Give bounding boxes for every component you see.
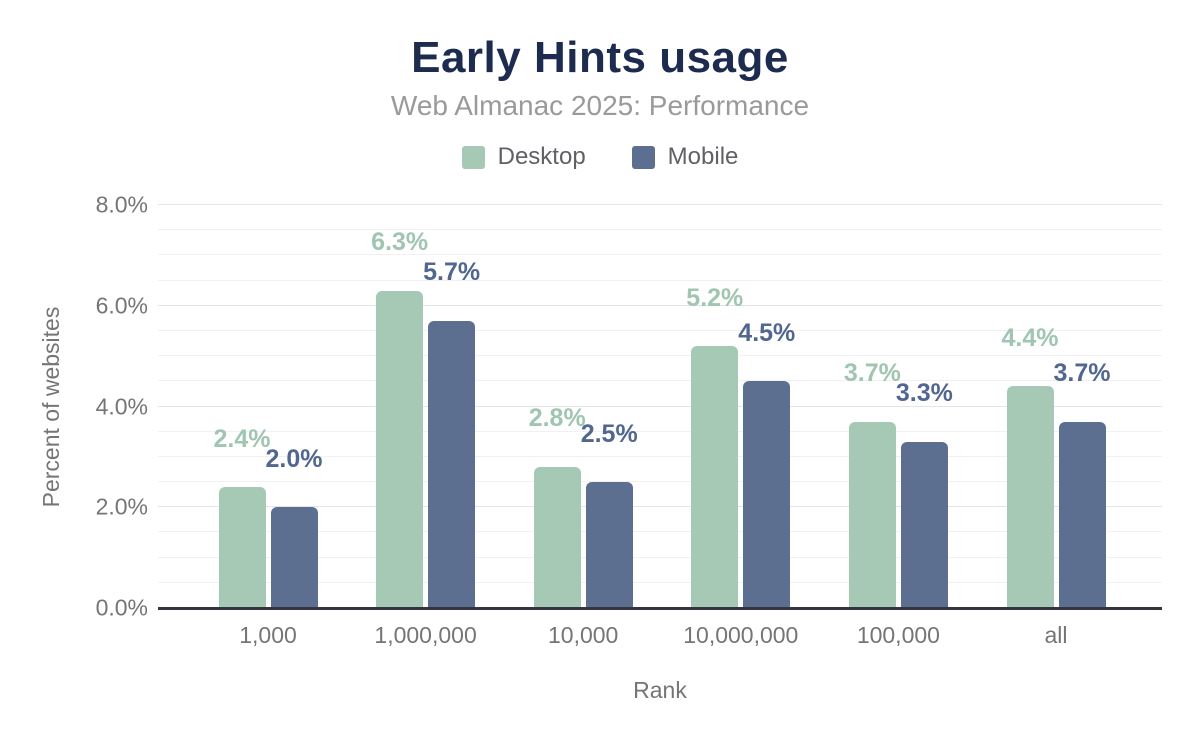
bar-label-mobile-10000: 2.5%: [580, 419, 638, 448]
gridline-minor: [158, 481, 1162, 483]
x-tick-1000: 1,000: [239, 622, 297, 648]
x-tick-all: all: [1044, 622, 1068, 648]
bar-desktop-100000: [848, 421, 896, 608]
x-tick-10000: 10,000: [548, 622, 619, 648]
gridline-major: [158, 506, 1162, 508]
x-axis-line: [158, 607, 1162, 610]
bar-label-desktop-100000: 3.7%: [843, 359, 901, 388]
gridline-minor: [158, 380, 1162, 382]
bar-mobile-100000: [900, 441, 948, 608]
plot-area: 2.4% 2.0% 6.3% 5.7% 2.8% 2.5% 5.2% 4.5% 3.7% 3.3%…: [158, 204, 1162, 610]
legend-swatch-mobile: [631, 145, 655, 169]
bar-label-mobile-1000: 2.0%: [265, 444, 323, 473]
y-tick-0.0%: 0.0%: [95, 594, 148, 621]
bar-desktop-all: [1006, 386, 1054, 608]
legend-label: Mobile: [667, 143, 739, 170]
x-tick-10000000: 10,000,000: [683, 622, 799, 648]
y-tick-8.0%: 8.0%: [95, 191, 148, 218]
legend-item-mobile: Mobile: [631, 143, 739, 171]
gridline-minor: [158, 430, 1162, 432]
gridline-minor: [158, 329, 1162, 331]
gridline-minor: [158, 556, 1162, 558]
y-tick-2.0%: 2.0%: [95, 493, 148, 520]
gridline-major: [158, 405, 1162, 407]
bar-desktop-10000000: [691, 346, 739, 608]
bar-label-desktop-10000000: 5.2%: [686, 283, 744, 312]
bar-mobile-1000000: [428, 320, 476, 608]
chart-subtitle: Web Almanac 2025: Performance: [390, 90, 810, 121]
gridline-minor: [158, 279, 1162, 281]
y-tick-6.0%: 6.0%: [95, 292, 148, 319]
bar-mobile-all: [1058, 421, 1106, 608]
bar-label-mobile-all: 3.7%: [1053, 359, 1111, 388]
bar-label-mobile-10000000: 4.5%: [738, 318, 796, 347]
gridline-minor: [158, 581, 1162, 583]
bar-label-desktop-1000000: 6.3%: [371, 228, 429, 257]
x-tick-100000: 100,000: [856, 622, 940, 648]
bar-label-mobile-1000000: 5.7%: [423, 258, 481, 287]
legend-swatch-desktop: [461, 145, 485, 169]
gridline-major: [158, 304, 1162, 306]
gridline-major: [158, 204, 1162, 205]
bar-label-desktop-all: 4.4%: [1001, 323, 1059, 352]
bar-desktop-1000: [218, 487, 266, 608]
legend-label: Desktop: [497, 143, 586, 170]
gridline-minor: [158, 455, 1162, 457]
bar-desktop-1000000: [376, 290, 424, 608]
x-tick-1000000: 1,000,000: [374, 622, 477, 648]
gridline-minor: [158, 531, 1162, 533]
bar-label-mobile-100000: 3.3%: [895, 379, 953, 408]
gridline-minor: [158, 229, 1162, 231]
gridline-minor: [158, 254, 1162, 256]
chart-title: Early Hints usage: [411, 33, 789, 82]
y-tick-4.0%: 4.0%: [95, 393, 148, 419]
legend: Desktop Mobile: [0, 143, 1200, 171]
bar-label-desktop-10000: 2.8%: [528, 404, 586, 433]
bar-desktop-10000: [533, 466, 581, 608]
bar-label-desktop-1000: 2.4%: [213, 424, 271, 453]
legend-item-desktop: Desktop: [461, 143, 586, 171]
bar-mobile-10000000: [743, 381, 791, 608]
bar-mobile-1000: [270, 507, 318, 608]
x-axis-title: Rank: [633, 677, 687, 703]
gridline-minor: [158, 355, 1162, 357]
bar-mobile-10000: [585, 482, 633, 608]
